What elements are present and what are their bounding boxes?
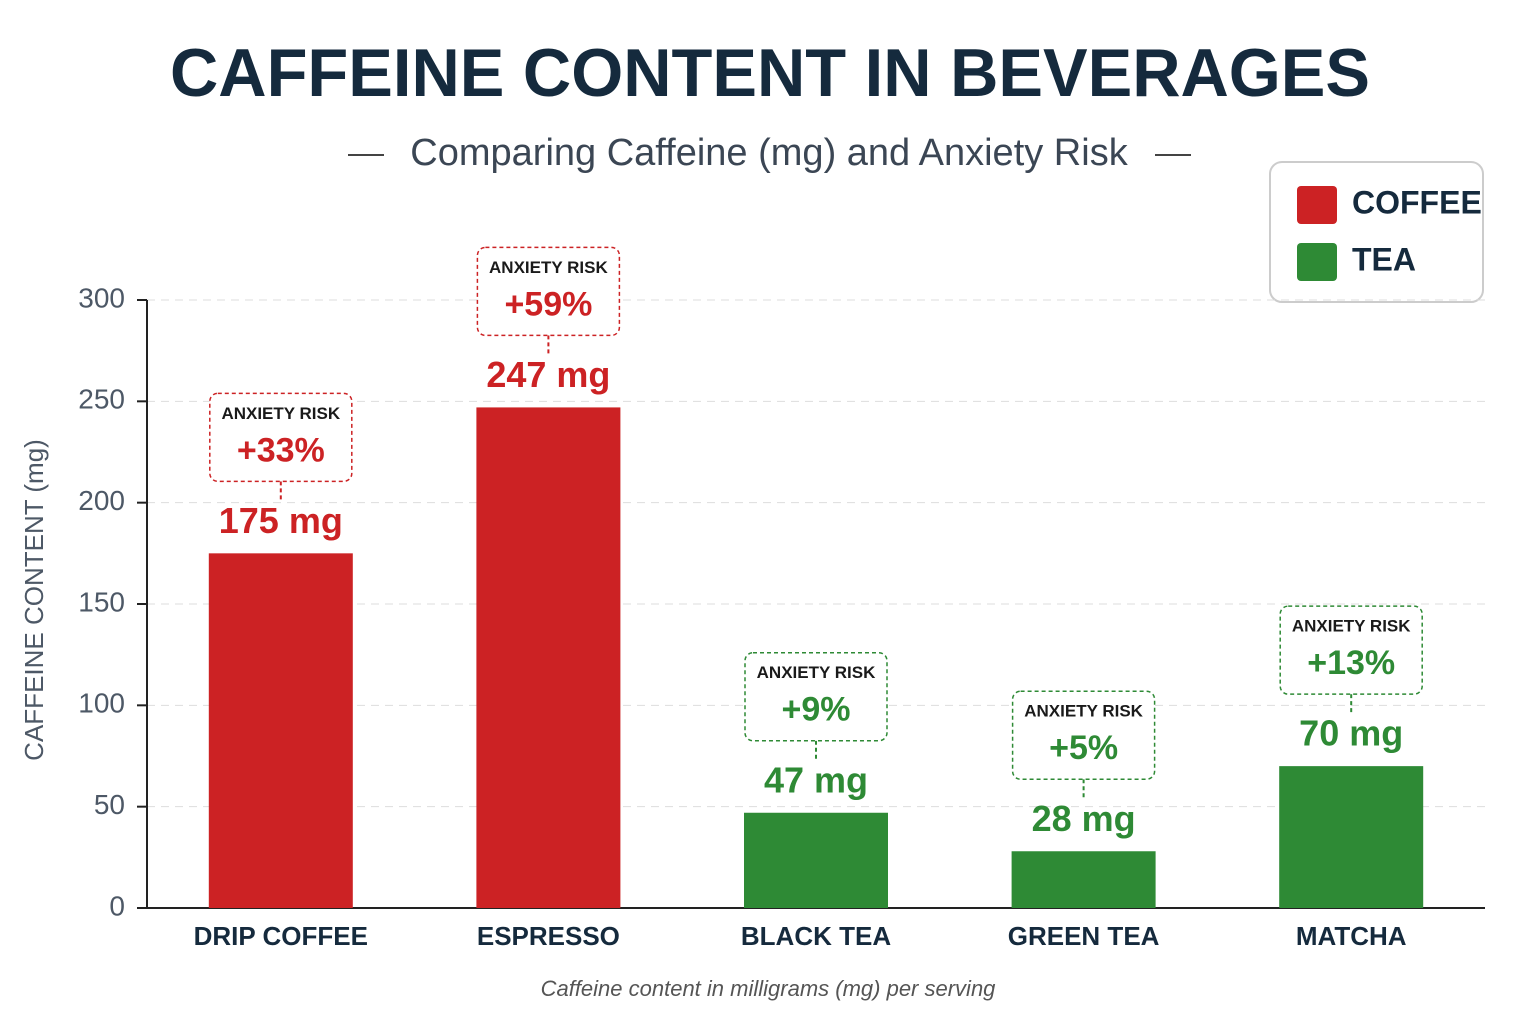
annotation-title: ANXIETY RISK [489, 258, 608, 277]
value-label: 247 mg [486, 354, 610, 395]
annotation-title: ANXIETY RISK [1292, 617, 1411, 636]
y-tick-label: 50 [94, 789, 125, 820]
annotation-title: ANXIETY RISK [757, 663, 876, 682]
annotation-box [1011, 690, 1156, 781]
y-tick-label: 150 [78, 586, 125, 617]
annotation-box [209, 392, 353, 483]
y-tick-label: 250 [78, 384, 125, 415]
y-tick-label: 100 [78, 688, 125, 719]
legend-swatch [1297, 243, 1337, 281]
bar [208, 553, 353, 908]
x-tick-label: BLACK TEA [741, 921, 891, 951]
bar [1011, 851, 1156, 908]
bar [744, 812, 888, 908]
value-label: 70 mg [1299, 713, 1403, 754]
value-label: 175 mg [219, 500, 343, 541]
annotation-value: +13% [1307, 644, 1395, 682]
legend-swatch [1297, 186, 1337, 224]
x-tick-label: MATCHA [1296, 921, 1407, 951]
legend-label: TEA [1352, 241, 1416, 277]
x-tick-label: GREEN TEA [1008, 921, 1160, 951]
annotation-value: +9% [782, 691, 851, 729]
value-label: 28 mg [1032, 798, 1136, 839]
annotation-title: ANXIETY RISK [221, 404, 340, 423]
annotation-value: +5% [1049, 729, 1118, 767]
bar [1279, 766, 1424, 908]
y-axis-label: CAFFEINE CONTENT (mg) [19, 439, 49, 761]
chart-note: Caffeine content in milligrams (mg) per … [541, 976, 997, 1001]
annotation-box [744, 651, 888, 742]
chart-subtitle: Comparing Caffeine (mg) and Anxiety Risk [410, 132, 1128, 174]
annotation-box [1279, 605, 1423, 695]
legend-label: COFFEE [1352, 184, 1482, 220]
y-tick-label: 300 [78, 282, 125, 313]
annotation-title: ANXIETY RISK [1024, 702, 1143, 721]
x-tick-label: DRIP COFFEE [194, 921, 368, 951]
y-tick-label: 0 [109, 890, 125, 921]
annotation-value: +59% [504, 285, 592, 323]
y-tick-label: 200 [78, 485, 125, 516]
annotation-value: +33% [237, 431, 325, 469]
chart-title: CAFFEINE CONTENT IN BEVERAGES [170, 35, 1370, 111]
annotation-box [476, 246, 621, 337]
bar [476, 407, 621, 908]
value-label: 47 mg [764, 759, 868, 800]
x-tick-label: ESPRESSO [477, 921, 620, 951]
